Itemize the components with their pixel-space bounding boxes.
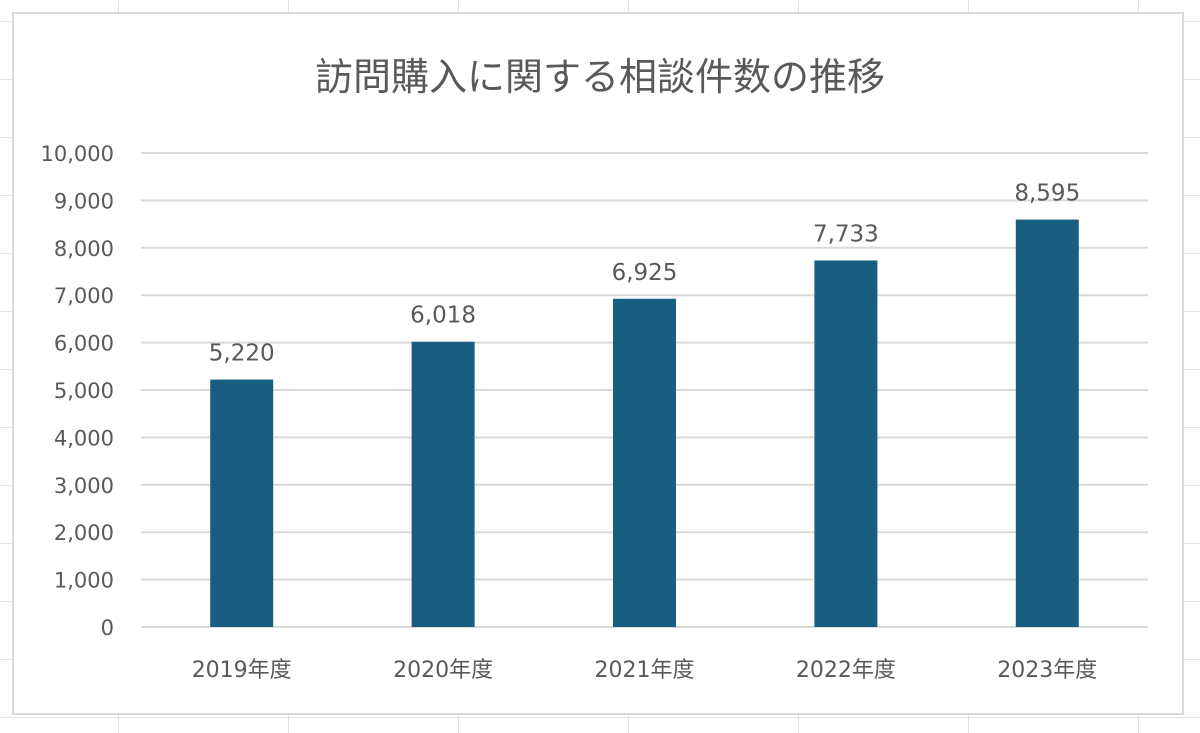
y-tick-label: 8,000 [54, 237, 114, 261]
x-tick-label: 2022年度 [796, 658, 896, 683]
x-tick-label: 2023年度 [997, 658, 1097, 683]
y-tick-label: 0 [101, 616, 114, 640]
y-tick-label: 2,000 [54, 521, 114, 545]
bar[interactable] [210, 379, 274, 627]
chart-title: 訪問購入に関する相談件数の推移 [315, 55, 885, 99]
y-tick-label: 7,000 [54, 284, 114, 308]
y-tick-label: 9,000 [54, 189, 114, 213]
y-tick-label: 1,000 [54, 569, 114, 593]
data-label: 6,925 [612, 260, 678, 286]
y-axis-ticks: 0 1,000 2,000 3,000 4,000 5,000 6,000 7,000 8,00… [41, 142, 114, 640]
data-label: 5,220 [209, 341, 275, 367]
bar[interactable] [814, 260, 878, 627]
bar[interactable] [411, 341, 475, 627]
y-tick-label: 5,000 [54, 379, 114, 403]
y-tick-label: 4,000 [54, 426, 114, 450]
x-axis-ticks: 2019年度 2020年度 2021年度 2022年度 2023年度 [192, 658, 1098, 683]
x-tick-label: 2021年度 [595, 658, 695, 683]
data-label: 6,018 [410, 303, 476, 329]
bar[interactable] [1015, 219, 1079, 628]
data-labels: 5,220 6,018 6,925 7,733 8,595 [209, 181, 1080, 367]
x-tick-label: 2019年度 [192, 658, 292, 683]
y-tick-label: 3,000 [54, 474, 114, 498]
y-tick-label: 10,000 [41, 142, 114, 166]
y-tick-label: 6,000 [54, 332, 114, 356]
data-label: 7,733 [813, 221, 879, 247]
data-label: 8,595 [1014, 181, 1080, 207]
x-tick-label: 2020年度 [393, 658, 493, 683]
bar[interactable] [613, 298, 676, 627]
chart-area[interactable] [12, 12, 1184, 715]
bars [210, 219, 1079, 628]
